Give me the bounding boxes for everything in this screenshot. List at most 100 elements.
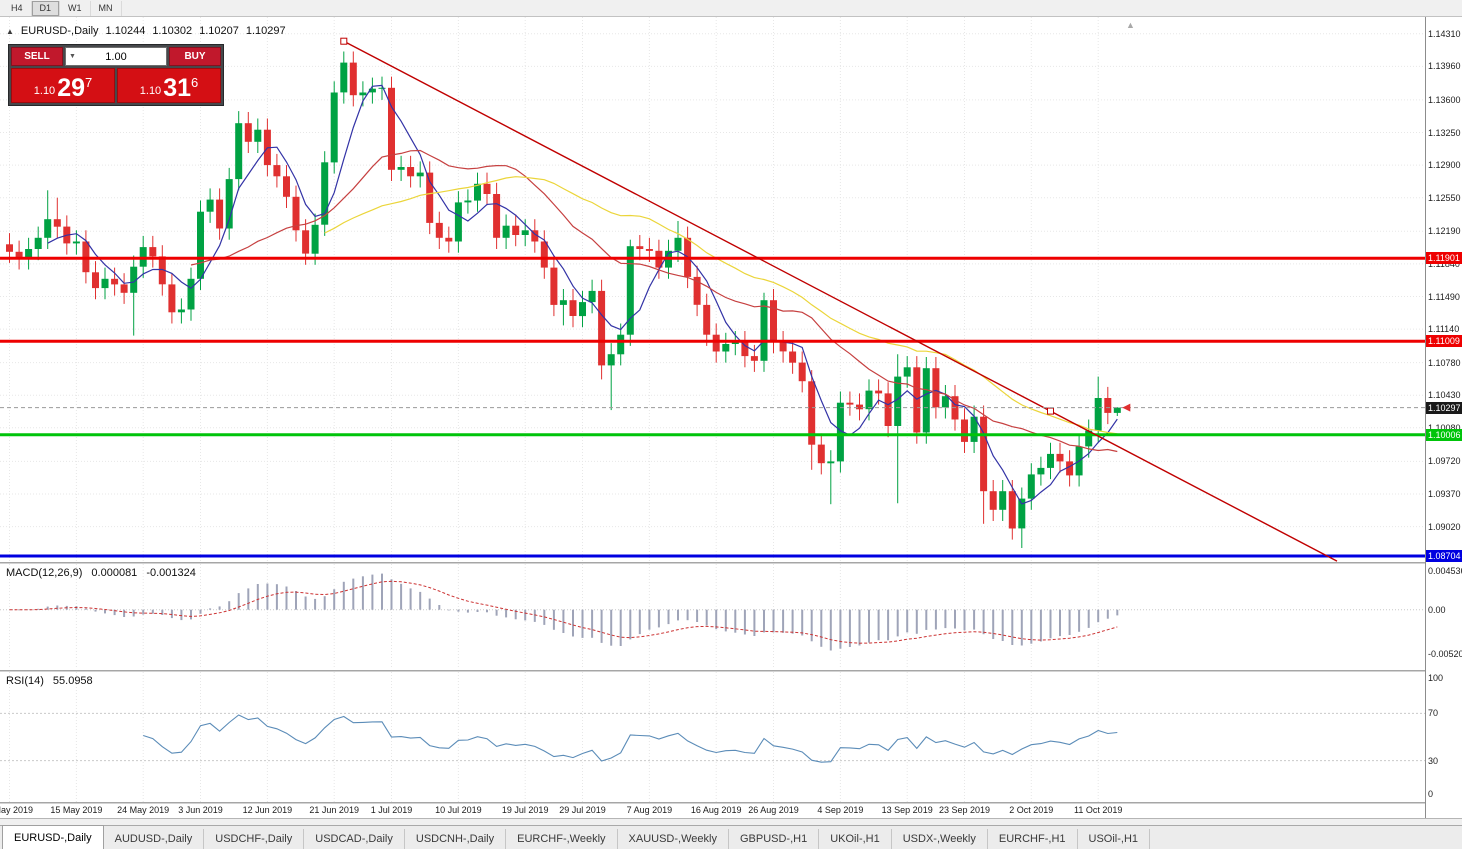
date-label: 26 Aug 2019 bbox=[748, 805, 799, 815]
price-chart-pane: ▲ EURUSD-,Daily 1.10244 1.10302 1.10207 … bbox=[0, 17, 1425, 562]
rsi-tick-label: 30 bbox=[1428, 755, 1439, 766]
price-tick-label: 1.14310 bbox=[1428, 28, 1461, 39]
rsi-header: RSI(14) 55.0958 bbox=[6, 675, 93, 687]
buy-price[interactable]: 1.10 31 6 bbox=[117, 68, 221, 103]
ohlc-close: 1.10297 bbox=[245, 25, 286, 37]
buy-price-pipette: 6 bbox=[191, 75, 199, 90]
price-tick-label: 1.11490 bbox=[1428, 291, 1460, 302]
sell-price-big: 29 bbox=[57, 74, 85, 102]
macd-value-signal: -0.001324 bbox=[146, 567, 196, 579]
price-tick-label: 1.09370 bbox=[1428, 489, 1461, 499]
chart-tab-usdx-weekly[interactable]: USDX-,Weekly bbox=[892, 829, 988, 849]
macd-tick-label: 0.00 bbox=[1428, 604, 1446, 615]
date-label: 12 Jun 2019 bbox=[242, 805, 293, 815]
chart-header: ▲ EURUSD-,Daily 1.10244 1.10302 1.10207 … bbox=[6, 25, 286, 37]
price-chart-canvas[interactable] bbox=[0, 17, 1425, 562]
timeframe-button-mn[interactable]: MN bbox=[91, 0, 122, 16]
chart-tab-bar: EURUSD-,Daily AUDUSD-,Daily USDCHF-,Daily U… bbox=[0, 825, 1462, 849]
sell-price-prefix: 1.10 bbox=[33, 85, 56, 97]
date-label: 2 Oct 2019 bbox=[1009, 805, 1054, 815]
sell-button[interactable]: SELL bbox=[11, 47, 63, 66]
date-label: 21 Jun 2019 bbox=[309, 805, 359, 815]
chart-tab-usdcnh-daily[interactable]: USDCNH-,Daily bbox=[405, 829, 507, 849]
date-axis[interactable]: 6 May 2019 15 May 2019 24 May 2019 3 Jun 20… bbox=[0, 804, 1425, 818]
chart-area: ▲ EURUSD-,Daily 1.10244 1.10302 1.10207 … bbox=[0, 17, 1462, 818]
ohlc-open: 1.10244 bbox=[105, 25, 146, 37]
macd-tick-label: 0.004536 bbox=[1428, 565, 1462, 576]
rsi-tick-label: 100 bbox=[1428, 673, 1444, 683]
price-tick-label: 1.12900 bbox=[1428, 160, 1461, 171]
price-tick-label: 1.12550 bbox=[1428, 192, 1461, 203]
sell-price[interactable]: 1.10 29 7 bbox=[11, 68, 115, 103]
macd-label: MACD(12,26,9) bbox=[6, 567, 83, 579]
pane-divider[interactable] bbox=[0, 670, 1462, 672]
date-label: 4 Sep 2019 bbox=[817, 805, 864, 815]
rsi-value: 55.0958 bbox=[52, 675, 93, 687]
price-tick-label: 1.13250 bbox=[1428, 127, 1461, 138]
hline-price-badge: 1.08704 bbox=[1426, 550, 1462, 562]
rsi-canvas[interactable] bbox=[0, 672, 1425, 802]
chart-tab-usdcad-daily[interactable]: USDCAD-,Daily bbox=[304, 829, 405, 849]
buy-button[interactable]: BUY bbox=[169, 47, 221, 66]
macd-value-main: 0.000081 bbox=[91, 567, 138, 579]
date-label: 15 May 2019 bbox=[50, 805, 103, 815]
date-label: 10 Jul 2019 bbox=[435, 805, 482, 815]
price-tick-label: 1.09720 bbox=[1428, 456, 1461, 467]
price-axis[interactable]: 1.14310 1.13960 1.13600 1.13250 1.12900 1.125… bbox=[1425, 17, 1462, 818]
pane-divider[interactable] bbox=[0, 562, 1462, 564]
price-tick-label: 1.10780 bbox=[1428, 357, 1461, 368]
date-label: 3 Jun 2019 bbox=[178, 805, 223, 815]
rsi-tick-label: 0 bbox=[1428, 789, 1434, 799]
price-tick-label: 1.09020 bbox=[1428, 521, 1461, 532]
hline-price-badge: 1.11901 bbox=[1426, 252, 1462, 265]
one-click-trade-panel: SELL ▼ 1.00 BUY 1.10 29 7 1.10 31 6 bbox=[8, 44, 224, 106]
rsi-tick-label: 70 bbox=[1428, 708, 1439, 719]
date-label: 23 Sep 2019 bbox=[938, 805, 991, 815]
ohlc-high: 1.10302 bbox=[152, 25, 193, 37]
chart-tab-usoil-h1[interactable]: USOil-,H1 bbox=[1078, 829, 1151, 849]
rsi-pane: RSI(14) 55.0958 bbox=[0, 672, 1425, 802]
timeframe-toolbar: H4 D1 W1 MN bbox=[0, 0, 1462, 17]
buy-price-prefix: 1.10 bbox=[139, 85, 162, 97]
volume-value: 1.00 bbox=[105, 50, 127, 63]
sell-price-pipette: 7 bbox=[85, 75, 93, 90]
price-direction-icon[interactable]: ▲ bbox=[6, 26, 14, 36]
price-tick-label: 1.10080 bbox=[1426, 423, 1462, 433]
triangle-up-icon[interactable]: ▲ bbox=[1126, 20, 1135, 30]
chart-tab-usdchf-daily[interactable]: USDCHF-,Daily bbox=[204, 829, 305, 849]
current-price-badge: 1.10297 bbox=[1426, 401, 1462, 414]
price-tick-label: 1.13960 bbox=[1428, 61, 1461, 72]
chart-tab-eurchf-weekly[interactable]: EURCHF-,Weekly bbox=[506, 829, 618, 849]
date-label: 1 Jul 2019 bbox=[370, 805, 413, 815]
timeframe-button-h4[interactable]: H4 bbox=[3, 0, 32, 16]
macd-header: MACD(12,26,9) 0.000081 -0.001324 bbox=[6, 567, 196, 579]
macd-pane: MACD(12,26,9) 0.000081 -0.001324 bbox=[0, 564, 1425, 668]
hline-price-badge: 1.10006 bbox=[1426, 428, 1462, 441]
chevron-down-icon[interactable]: ▼ bbox=[69, 53, 76, 60]
chart-symbol-period: EURUSD-,Daily bbox=[20, 25, 99, 37]
date-label: 19 Jul 2019 bbox=[501, 805, 549, 815]
chart-tab-ukoil-h1[interactable]: UKOil-,H1 bbox=[819, 829, 892, 849]
timeframe-button-d1[interactable]: D1 bbox=[31, 0, 61, 16]
price-tick-label: 1.11140 bbox=[1428, 324, 1460, 335]
chart-tab-eurchf-h1[interactable]: EURCHF-,H1 bbox=[988, 829, 1078, 849]
date-label: 11 Oct 2019 bbox=[1074, 805, 1123, 815]
timeframe-button-w1[interactable]: W1 bbox=[60, 0, 91, 16]
volume-input[interactable]: ▼ 1.00 bbox=[65, 47, 167, 66]
chart-tab-eurusd-daily[interactable]: EURUSD-,Daily bbox=[2, 825, 104, 849]
date-label: 16 Aug 2019 bbox=[690, 805, 742, 815]
date-label: 24 May 2019 bbox=[117, 805, 170, 815]
chart-tab-xauusd-weekly[interactable]: XAUUSD-,Weekly bbox=[618, 829, 729, 849]
date-label: 13 Sep 2019 bbox=[881, 805, 933, 815]
chart-tab-gbpusd-h1[interactable]: GBPUSD-,H1 bbox=[729, 829, 820, 849]
rsi-label: RSI(14) bbox=[6, 675, 44, 687]
date-label: 6 May 2019 bbox=[0, 805, 34, 815]
ohlc-low: 1.10207 bbox=[199, 25, 239, 37]
macd-tick-label: -0.005205 bbox=[1428, 649, 1462, 660]
date-label: 29 Jul 2019 bbox=[559, 805, 606, 815]
price-tick-label: 1.10430 bbox=[1428, 390, 1461, 401]
chart-tab-audusd-daily[interactable]: AUDUSD-,Daily bbox=[104, 829, 205, 849]
price-tick-label: 1.13600 bbox=[1428, 94, 1461, 105]
price-tick-label: 1.12190 bbox=[1428, 226, 1461, 237]
macd-canvas[interactable] bbox=[0, 564, 1425, 668]
